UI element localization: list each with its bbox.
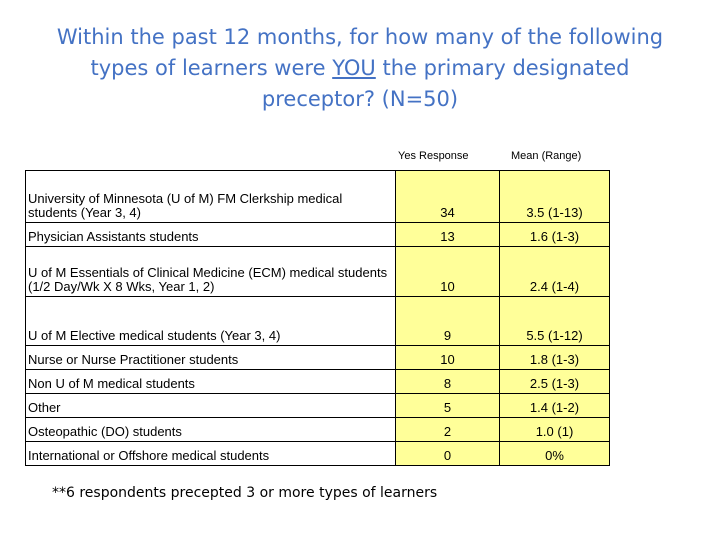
column-header-yes: Yes Response — [398, 150, 469, 162]
row-label: Other — [25, 393, 396, 418]
column-header-mean: Mean (Range) — [511, 150, 582, 162]
row-label: Osteopathic (DO) students — [25, 417, 396, 442]
row-yes-response: 13 — [395, 222, 500, 247]
table-row: Physician Assistants students 13 1.6 (1-… — [25, 222, 610, 247]
title-line-2-end: the primary designated — [375, 56, 630, 80]
row-label: U of M Essentials of Clinical Medicine (… — [25, 246, 396, 297]
table-row: Other 5 1.4 (1-2) — [25, 393, 610, 418]
row-mean-range: 1.8 (1-3) — [499, 345, 610, 370]
title-line-3: preceptor? (N=50) — [261, 87, 459, 111]
title-line-1: Within the past 12 months, for how many … — [56, 25, 664, 49]
table-row: Non U of M medical students 8 2.5 (1-3) — [25, 369, 610, 394]
learners-table: University of Minnesota (U of M) FM Cler… — [25, 170, 610, 466]
row-yes-response: 34 — [395, 170, 500, 223]
row-label: U of M Elective medical students (Year 3… — [25, 296, 396, 346]
row-yes-response: 9 — [395, 296, 500, 346]
row-mean-range: 1.6 (1-3) — [499, 222, 610, 247]
row-mean-range: 2.4 (1-4) — [499, 246, 610, 297]
footnote: **6 respondents precepted 3 or more type… — [52, 485, 438, 501]
row-mean-range: 3.5 (1-13) — [499, 170, 610, 223]
row-label: Nurse or Nurse Practitioner students — [25, 345, 396, 370]
table-row: U of M Essentials of Clinical Medicine (… — [25, 246, 610, 297]
row-mean-range: 2.5 (1-3) — [499, 369, 610, 394]
row-label: Physician Assistants students — [25, 222, 396, 247]
row-mean-range: 1.0 (1) — [499, 417, 610, 442]
row-label: University of Minnesota (U of M) FM Cler… — [25, 170, 396, 223]
title-emphasis: YOU — [332, 56, 376, 80]
row-mean-range: 5.5 (1-12) — [499, 296, 610, 346]
table-row: Osteopathic (DO) students 2 1.0 (1) — [25, 417, 610, 442]
row-mean-range: 1.4 (1-2) — [499, 393, 610, 418]
row-mean-range: 0% — [499, 441, 610, 466]
table-row: International or Offshore medical studen… — [25, 441, 610, 466]
table-row: Nurse or Nurse Practitioner students 10 … — [25, 345, 610, 370]
row-label: International or Offshore medical studen… — [25, 441, 396, 466]
row-yes-response: 10 — [395, 246, 500, 297]
title-line-2-start: types of learners were — [90, 56, 333, 80]
row-yes-response: 10 — [395, 345, 500, 370]
row-label: Non U of M medical students — [25, 369, 396, 394]
table-row: University of Minnesota (U of M) FM Cler… — [25, 170, 610, 223]
row-yes-response: 0 — [395, 441, 500, 466]
title-line-2: types of learners were YOU the primary d… — [30, 53, 690, 84]
table-row: U of M Elective medical students (Year 3… — [25, 296, 610, 346]
row-yes-response: 2 — [395, 417, 500, 442]
row-yes-response: 5 — [395, 393, 500, 418]
page-title: Within the past 12 months, for how many … — [30, 22, 690, 115]
row-yes-response: 8 — [395, 369, 500, 394]
